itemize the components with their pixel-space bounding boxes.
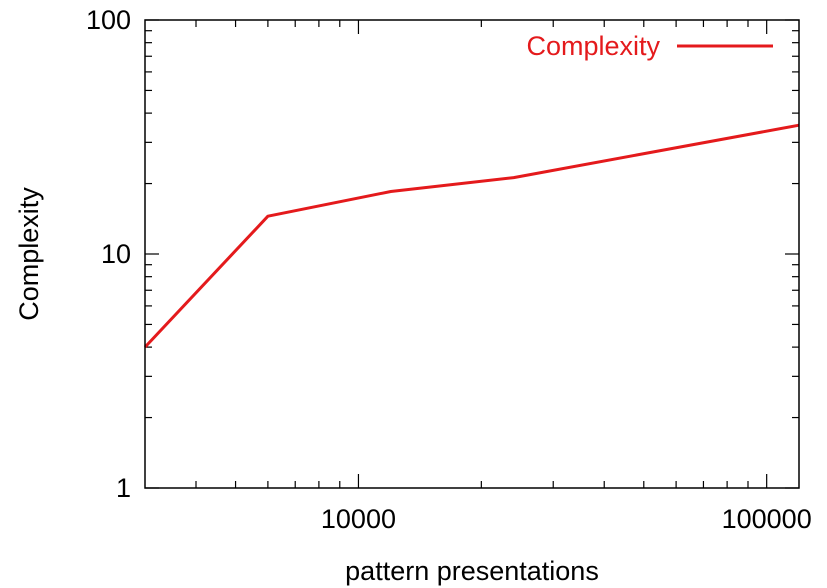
minor-ticks [145,20,799,488]
x-tick-labels: 10000 100000 [321,504,812,534]
y-tick-label-10: 10 [101,239,131,269]
x-tick-label-10000: 10000 [321,504,396,534]
y-tick-label-100: 100 [86,5,131,35]
y-axis-title: Complexity [14,187,44,321]
legend-label-complexity: Complexity [526,31,660,61]
legend: Complexity [526,31,773,61]
y-tick-labels: 1 10 100 [86,5,131,503]
major-ticks [145,19,799,489]
x-tick-label-100000: 100000 [722,504,812,534]
y-tick-label-1: 1 [116,473,131,503]
x-axis-title: pattern presentations [345,556,599,586]
plot-frame [144,19,800,489]
series-line-complexity [143,123,800,349]
